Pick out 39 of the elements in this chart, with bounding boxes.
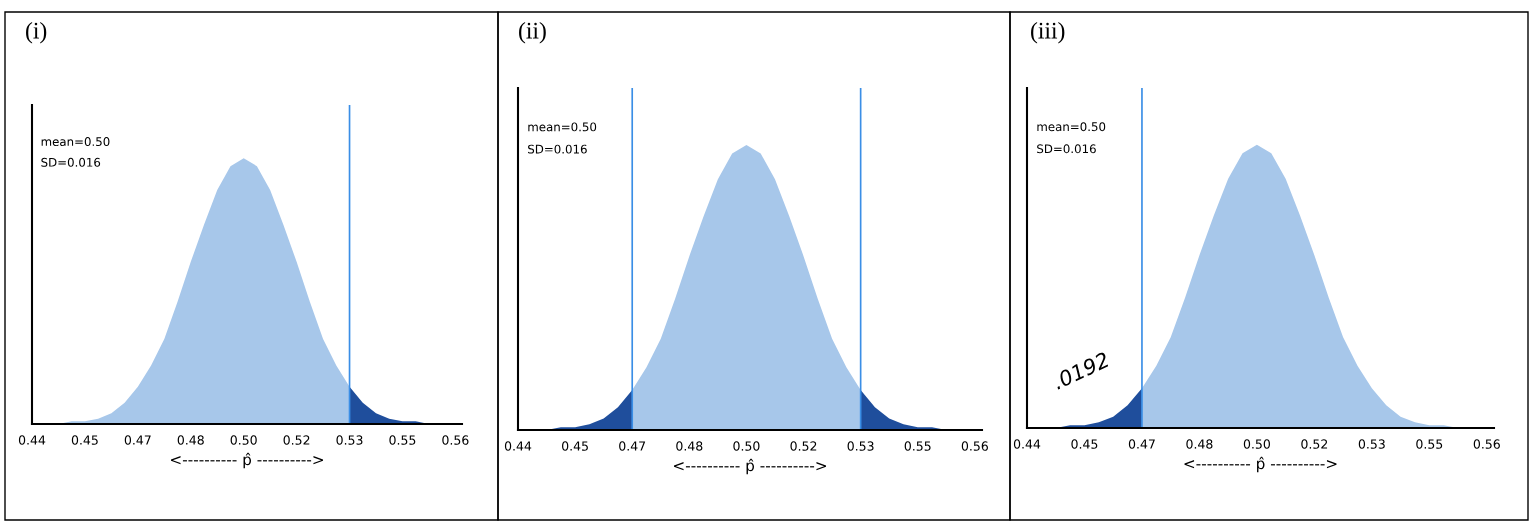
chart-title: (iii) (1031, 22, 1065, 44)
x-tick-label: 0.55 (904, 441, 931, 451)
x-tick-label: 0.45 (71, 435, 98, 445)
x-tick-label: 0.44 (504, 441, 532, 451)
x-tick-label: 0.47 (124, 435, 151, 445)
chart-title: (ii) (519, 22, 546, 44)
x-tick-label: 0.48 (676, 441, 703, 451)
text: mean=0.50 (528, 122, 597, 132)
text: mean=0.50 (41, 137, 110, 147)
annotation: SD=0.016 (528, 144, 587, 154)
text: mean=0.50 (1037, 122, 1106, 132)
annotation: SD=0.016 (1037, 144, 1096, 154)
x-tick-label: 0.47 (1128, 439, 1155, 449)
annotation: SD=0.016 (41, 157, 101, 167)
x-tick-label: 0.55 (1416, 439, 1443, 449)
x-tick-label: 0.52 (283, 435, 310, 445)
x-tick-label: 0.45 (1071, 439, 1098, 449)
x-tick-label: 0.48 (1186, 439, 1213, 449)
x-tick-label: 0.50 (733, 441, 760, 451)
x-tick-label: 0.56 (1473, 439, 1500, 449)
x-tick-label: 0.48 (177, 435, 204, 445)
x-tick-label: 0.53 (336, 435, 363, 445)
x-tick-label: 0.50 (230, 435, 257, 445)
x-tick-label: 0.52 (790, 441, 817, 451)
x-tick-label: 0.53 (1358, 439, 1385, 449)
x-tick-label: 0.45 (562, 441, 588, 451)
chart-title: (i) (26, 22, 47, 44)
x-tick-label: 0.53 (847, 441, 874, 451)
x-axis-title: <---------- p̂ ----------> (1184, 456, 1337, 473)
x-axis-title: <---------- p̂ ----------> (673, 458, 827, 475)
x-tick-label: 0.56 (961, 441, 988, 451)
x-tick-label: 0.55 (389, 435, 416, 445)
x-tick-label: 0.52 (1301, 439, 1328, 449)
x-tick-label: 0.44 (1013, 439, 1041, 449)
x-tick-label: 0.47 (619, 441, 646, 451)
x-tick-label: 0.56 (442, 435, 469, 445)
x-tick-label: 0.44 (18, 435, 46, 445)
x-tick-label: 0.50 (1243, 439, 1270, 449)
x-axis-title: <---------- p̂ ----------> (170, 452, 324, 469)
